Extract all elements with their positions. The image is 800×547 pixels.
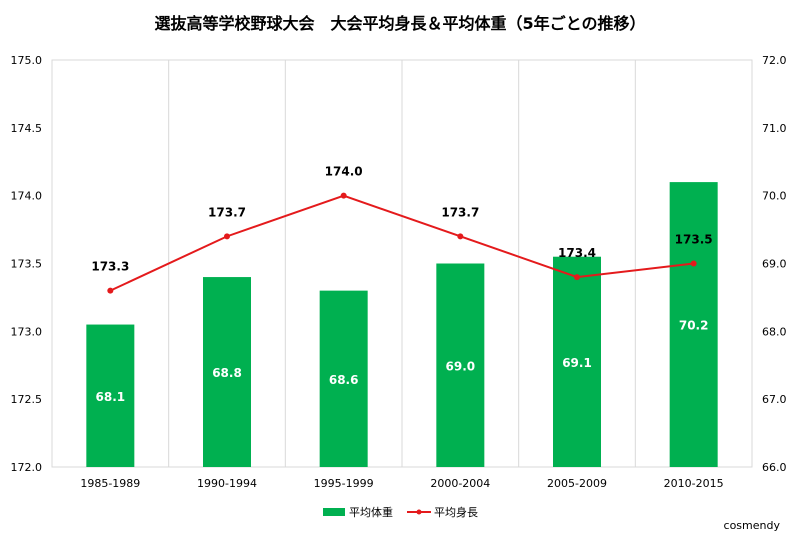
legend-label-height: 平均身長 (434, 505, 478, 519)
right-tick-label: 72.0 (762, 54, 787, 67)
right-tick-label: 70.0 (762, 190, 787, 203)
bar (203, 277, 251, 467)
line-point (457, 233, 464, 240)
line-point (574, 274, 580, 281)
right-tick-label: 69.0 (762, 258, 787, 271)
line-series: 173.3 173.7 174.0 173.7 173.4 173.5 (91, 165, 713, 294)
line-data-label: 173.3 (91, 260, 129, 274)
line-point (340, 192, 347, 199)
axes: 172.0 172.5 173.0 173.5 174.0 174.5 175.0 66.0 6… (11, 54, 787, 490)
bar-data-label: 68.1 (96, 390, 126, 404)
legend-label-weight: 平均体重 (349, 505, 393, 519)
bar (436, 263, 485, 467)
right-tick-label: 66.0 (762, 461, 787, 474)
legend: 平均体重 平均身長 (323, 505, 478, 519)
height-line (109, 194, 694, 292)
grid (51, 59, 753, 468)
line-data-label: 173.7 (441, 205, 479, 219)
left-tick-label: 173.0 (11, 325, 43, 338)
x-tick-label: 2010-2015 (664, 477, 724, 490)
line-data-label: 174.0 (325, 165, 363, 179)
line-point (224, 233, 230, 240)
bar (86, 324, 135, 467)
bar (553, 256, 601, 467)
line-point (690, 260, 697, 267)
left-tick-label: 174.5 (11, 122, 43, 135)
x-tick-label: 1990-1994 (197, 477, 257, 490)
x-tick-label: 2000-2004 (430, 477, 490, 490)
left-tick-label: 172.0 (11, 461, 43, 474)
legend-swatch-weight (323, 508, 345, 516)
bar-data-label: 68.6 (329, 373, 359, 387)
credit: cosmendy (724, 519, 781, 532)
legend-marker-height (416, 509, 422, 515)
line-data-label: 173.7 (208, 205, 246, 219)
x-tick-label: 2005-2009 (547, 477, 607, 490)
left-tick-label: 172.5 (11, 393, 43, 406)
line-point (107, 287, 114, 294)
left-tick-label: 173.5 (11, 258, 43, 271)
bar-data-label: 69.0 (446, 359, 476, 373)
bars: 68.1 68.8 68.6 69.0 69.1 70.2 (86, 182, 718, 467)
bar (319, 290, 368, 467)
x-tick-label: 1995-1999 (314, 477, 374, 490)
x-tick-label: 1985-1989 (80, 477, 140, 490)
left-tick-label: 174.0 (11, 190, 43, 203)
line-data-label: 173.5 (675, 233, 713, 247)
bar-data-label: 69.1 (562, 356, 592, 370)
bar-data-label: 68.8 (212, 366, 242, 380)
chart-title: 選抜高等学校野球大会 大会平均身長＆平均体重（5年ごとの推移） (155, 14, 646, 33)
bar (669, 182, 718, 467)
right-tick-label: 71.0 (762, 122, 787, 135)
right-tick-label: 67.0 (762, 393, 787, 406)
left-tick-label: 175.0 (11, 54, 43, 67)
bar-data-label: 70.2 (679, 319, 709, 333)
right-tick-label: 68.0 (762, 325, 787, 338)
line-data-label: 173.4 (558, 246, 596, 260)
